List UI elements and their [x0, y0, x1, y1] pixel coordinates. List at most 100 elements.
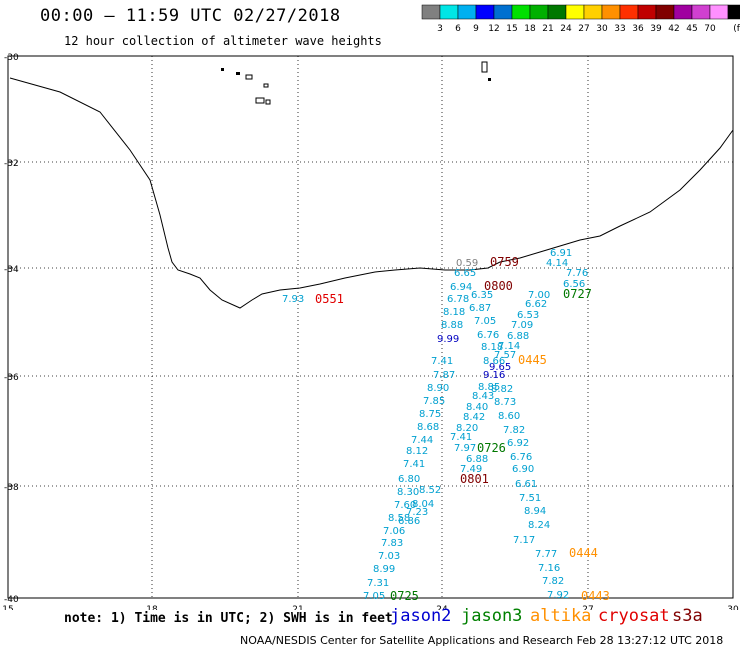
swh-value-label: 9.65 — [489, 362, 511, 373]
satellite-legend-s3a: s3a — [672, 606, 703, 626]
swh-value-label: 4.14 — [546, 258, 568, 269]
swh-value-label: 8.18 — [481, 342, 503, 353]
swh-value-label: 8.75 — [419, 409, 441, 420]
swh-value-label: 8.94 — [524, 506, 546, 517]
swh-value-label: 8.40 — [466, 402, 488, 413]
swh-value-label: 8.18 — [443, 307, 465, 318]
swh-value-label: 6.80 — [398, 474, 420, 485]
colorbar-tick-label: 30 — [596, 24, 608, 34]
colorbar-tick-label: 45 — [686, 24, 697, 34]
swh-value-label: 7.92 — [547, 590, 569, 601]
swh-value-label: 8.66 — [483, 356, 505, 367]
map-frame — [7, 55, 734, 599]
colorbar-tick-label: 42 — [668, 24, 679, 34]
lat-tick-label: -40 — [4, 595, 19, 605]
swh-value-label: 8.20 — [456, 423, 478, 434]
satellite-legend-cryosat: cryosat — [598, 606, 670, 626]
swh-value-label: 7.83 — [381, 538, 403, 549]
swh-value-label: 6.91 — [550, 248, 572, 259]
swh-value-label: 7.51 — [519, 493, 541, 504]
lon-tick-label: 24 — [436, 605, 448, 610]
footer-note: note: 1) Time is in UTC; 2) SWH is in fe… — [64, 611, 393, 626]
coastline — [9, 77, 734, 309]
swh-value-label: 8.58 — [388, 513, 410, 524]
swh-value-label: 8.42 — [463, 412, 485, 423]
pass-time-label: 0445 — [518, 353, 547, 367]
swh-value-label: 8.73 — [494, 397, 516, 408]
colorbar-tick-label: 33 — [614, 24, 625, 34]
swh-value-label: 9.16 — [483, 370, 505, 381]
swh-value-label: 7.17 — [513, 535, 535, 546]
swh-value-label: 6.62 — [525, 299, 547, 310]
swh-value-label: 7.16 — [538, 563, 560, 574]
swh-value-label: 7.44 — [411, 435, 433, 446]
swh-value-label: 7.77 — [535, 549, 557, 560]
colorbar-tick-label: 27 — [578, 24, 589, 34]
lon-tick-label: 21 — [292, 605, 303, 610]
swh-value-label: 7.87 — [433, 370, 455, 381]
swh-value-label: 7.05 — [363, 591, 385, 602]
colorbar-tick-label: 70 — [704, 24, 716, 34]
swh-value-label: 7.41 — [431, 356, 453, 367]
colorbar-unit: (ft) — [733, 24, 740, 34]
swh-value-label: 6.76 — [510, 452, 532, 463]
swh-value-label: 8.04 — [412, 499, 434, 510]
swh-value-label: 6.87 — [469, 303, 491, 314]
lat-tick-label: -38 — [4, 483, 19, 493]
swh-value-label: 8.60 — [498, 411, 520, 422]
swh-value-label: 6.35 — [471, 290, 493, 301]
swh-value-label: 7.93 — [282, 294, 304, 305]
lon-tick-label: 30 — [727, 605, 739, 610]
swh-value-label: 6.65 — [454, 268, 476, 279]
pass-time-label: 0551 — [315, 292, 344, 306]
swh-value-label: 6.88 — [466, 454, 488, 465]
islands — [221, 61, 491, 105]
colorbar-tick-label: 39 — [650, 24, 662, 34]
swh-value-label: 6.94 — [450, 282, 472, 293]
satellite-legend-altika: altika — [530, 606, 592, 626]
swh-value-label: 6.76 — [477, 330, 499, 341]
pass-time-label: 0759 — [490, 255, 519, 269]
swh-value-label: 7.00 — [528, 290, 550, 301]
swh-value-label: 7.41 — [450, 432, 472, 443]
pass-time-label: 0727 — [563, 287, 592, 301]
swh-value-label: 8.88 — [441, 320, 463, 331]
swh-value-label: 7.31 — [367, 578, 389, 589]
colorbar-tick-label: 3 — [437, 24, 443, 34]
swh-value-label: 7.06 — [383, 526, 405, 537]
colorbar-tick-label: 36 — [632, 24, 644, 34]
pass-time-label: 0725 — [390, 589, 419, 603]
swh-value-label: 8.52 — [419, 485, 441, 496]
swh-value-label: 8.68 — [417, 422, 439, 433]
observation-labels: 0.59 0759 0800 0551 0727 0445 0726 0801 0444 0725… — [282, 248, 610, 603]
lat-tick-label: -32 — [4, 159, 19, 169]
swh-value-label: 0.59 — [456, 258, 478, 269]
colorbar-tick-label: 6 — [455, 24, 461, 34]
swh-value-label: 6.90 — [512, 464, 534, 475]
swh-value-label: 6.78 — [447, 294, 469, 305]
pass-time-label: 0443 — [581, 589, 610, 603]
swh-value-label: 7.57 — [494, 350, 516, 361]
pass-time-label: 0801 — [460, 472, 489, 486]
lon-tick-label: 27 — [582, 605, 593, 610]
swh-value-label: 8.43 — [472, 391, 494, 402]
swh-value-label: 6.88 — [507, 331, 529, 342]
swh-value-label: 8.90 — [427, 383, 449, 394]
page-title: 00:00 – 11:59 UTC 02/27/2018 — [40, 6, 341, 26]
lat-tick-label: -30 — [4, 53, 19, 63]
pass-time-label: 0726 — [477, 441, 506, 455]
swh-value-label: 7.60 — [394, 500, 416, 511]
swh-value-label: 7.05 — [474, 316, 496, 327]
colorbar-tick-label: 18 — [524, 24, 536, 34]
colorbar-tick-label: 15 — [506, 24, 517, 34]
colorbar-tick-label: 12 — [488, 24, 499, 34]
lon-tick-label: 18 — [146, 605, 158, 610]
swh-value-label: 8.82 — [491, 384, 513, 395]
swh-value-label: 7.23 — [406, 507, 428, 518]
satellite-legend-jason3: jason3 — [461, 606, 523, 626]
page-subtitle: 12 hour collection of altimeter wave hei… — [64, 34, 382, 48]
swh-value-label: 8.30 — [397, 487, 419, 498]
credit-line: NOAA/NESDIS Center for Satellite Applica… — [240, 634, 724, 647]
